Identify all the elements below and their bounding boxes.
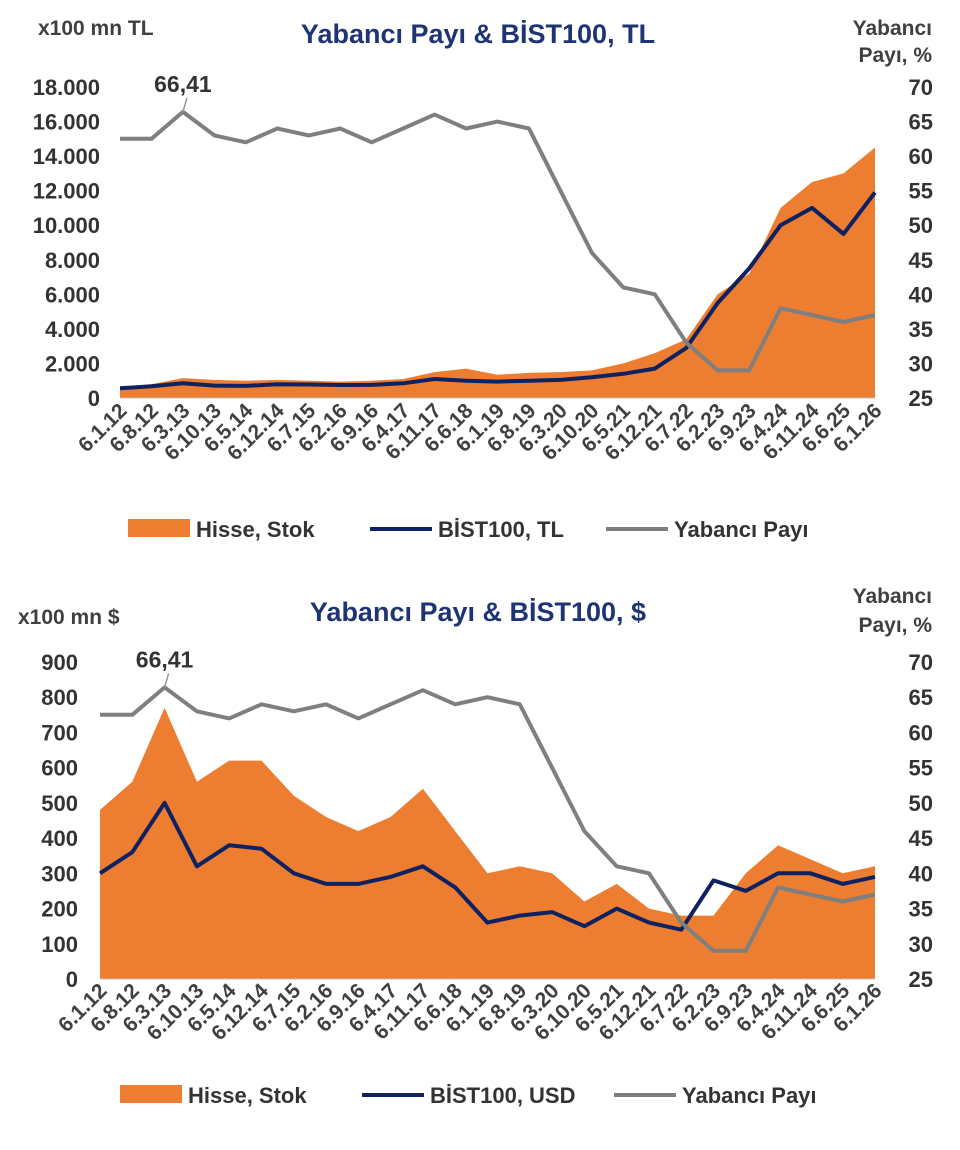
left-tick-label: 200	[41, 897, 78, 922]
legend-swatch-area	[128, 519, 190, 537]
right-tick-label: 65	[909, 685, 933, 710]
left-tick-label: 10.000	[33, 213, 100, 238]
left-tick-label: 0	[88, 386, 100, 411]
right-tick-label: 60	[909, 720, 933, 745]
left-tick-label: 400	[41, 826, 78, 851]
series-line-yabanci-payi	[120, 109, 876, 373]
right-axis-label-line2: Payı, %	[858, 614, 932, 637]
legend-label: Yabancı Payı	[682, 1083, 817, 1108]
left-tick-label: 16.000	[33, 110, 100, 135]
right-tick-label: 50	[909, 213, 933, 238]
right-tick-label: 30	[909, 351, 933, 376]
peak-label: 66,41	[154, 71, 212, 97]
series-line-yabanci-payi	[100, 685, 876, 953]
chart-title: Yabancı Payı & BİST100, $	[310, 597, 646, 627]
right-tick-label: 40	[909, 861, 933, 886]
right-tick-label: 55	[909, 756, 933, 781]
left-tick-label: 18.000	[33, 75, 100, 100]
left-axis-label: x100 mn TL	[38, 17, 154, 40]
left-tick-label: 0	[66, 967, 78, 992]
left-tick-label: 800	[41, 685, 78, 710]
peak-callout-line	[163, 673, 170, 688]
peak-label: 66,41	[136, 646, 194, 672]
left-tick-label: 500	[41, 791, 78, 816]
right-tick-label: 30	[909, 932, 933, 957]
series-area-hisse-stok	[120, 147, 875, 398]
right-axis-label-line2: Payı, %	[858, 44, 932, 67]
left-tick-label: 8.000	[45, 248, 100, 273]
legend-label: BİST100, TL	[438, 517, 564, 542]
series-line-bist100	[98, 800, 876, 932]
left-tick-label: 6.000	[45, 282, 100, 307]
legend-swatch-area	[120, 1085, 182, 1103]
series-area-hisse-stok	[100, 707, 875, 979]
left-tick-label: 600	[41, 756, 78, 781]
right-tick-label: 35	[909, 317, 933, 342]
chart-title: Yabancı Payı & BİST100, TL	[301, 19, 655, 49]
left-axis-label: x100 mn $	[18, 606, 120, 629]
left-tick-label: 700	[41, 720, 78, 745]
legend-label: Yabancı Payı	[674, 517, 809, 542]
left-tick-label: 14.000	[33, 144, 100, 169]
right-tick-label: 45	[909, 826, 933, 851]
left-tick-label: 4.000	[45, 317, 100, 342]
legend-label: Hisse, Stok	[196, 517, 315, 542]
right-tick-label: 50	[909, 791, 933, 816]
chart-panel-tl: 0 2.000 4.000 6.000 8.000 10.000 12.000 14.000 1…	[33, 71, 933, 542]
right-tick-label: 25	[909, 967, 933, 992]
right-tick-label: 25	[909, 386, 933, 411]
right-tick-label: 45	[909, 248, 933, 273]
left-tick-label: 12.000	[33, 179, 100, 204]
right-axis-label-line1: Yabancı	[853, 17, 932, 40]
series-line-bist100	[119, 191, 877, 391]
left-tick-label: 2.000	[45, 351, 100, 376]
legend-label: BİST100, USD	[430, 1083, 576, 1108]
right-tick-label: 65	[909, 110, 933, 135]
right-tick-label: 40	[909, 282, 933, 307]
right-tick-label: 70	[909, 650, 933, 675]
right-tick-label: 70	[909, 75, 933, 100]
left-tick-label: 100	[41, 932, 78, 957]
chart-panel-usd: 0 100 200 300 400 500 600 700 800 900 25 30 35 40 45 50…	[41, 646, 933, 1108]
legend-label: Hisse, Stok	[188, 1083, 307, 1108]
peak-callout-line	[182, 97, 188, 113]
right-tick-label: 60	[909, 144, 933, 169]
right-axis-label-line1: Yabancı	[853, 585, 932, 608]
left-tick-label: 300	[41, 861, 78, 886]
right-tick-label: 55	[909, 179, 933, 204]
right-tick-label: 35	[909, 897, 933, 922]
left-tick-label: 900	[41, 650, 78, 675]
